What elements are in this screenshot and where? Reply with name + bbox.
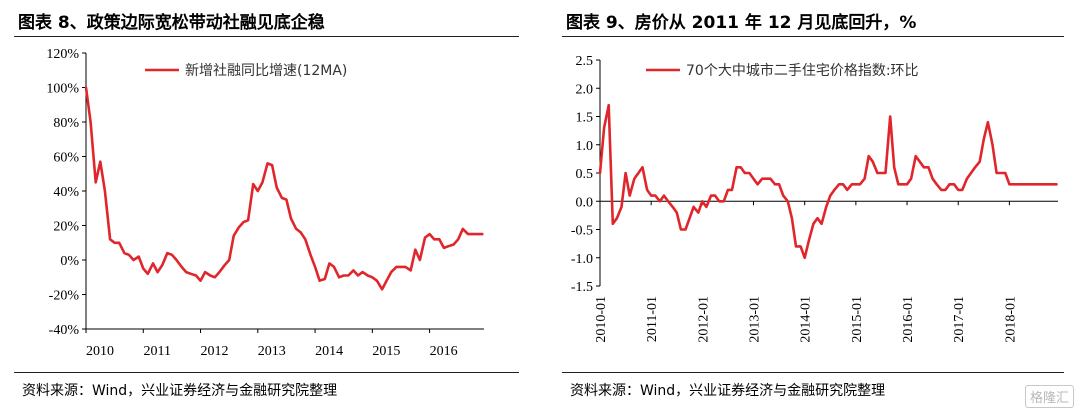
x-tick-label: 2012-01 <box>696 296 711 343</box>
y-tick-label: 80% <box>53 116 79 131</box>
x-tick-label: 2015-01 <box>850 296 865 343</box>
x-tick-label: 2016-01 <box>901 296 916 343</box>
y-tick-label: 100% <box>46 82 79 97</box>
legend-label: 新增社融同比增速(12MA) <box>185 63 347 79</box>
legend-label: 70个大中城市二手住宅价格指数:环比 <box>686 62 919 79</box>
left-chart-panel: 图表 8、政策边际宽松带动社融见底企稳 120% 100% 80% 60% 40% 20%… <box>0 0 530 412</box>
y-tick-label: 1.0 <box>576 139 594 154</box>
y-tick-label: 2.0 <box>576 82 594 97</box>
y-tick-label: 1.5 <box>576 111 594 126</box>
x-tick-label: 2010 <box>86 344 114 359</box>
title-rule <box>14 36 519 37</box>
source-note: 资料来源：Wind，兴业证券经济与金融研究院整理 <box>22 383 338 399</box>
source-rule <box>562 372 1064 373</box>
watermark-logo: 格隆汇 <box>1024 385 1074 408</box>
y-tick-label: 0.5 <box>576 167 594 182</box>
x-tick-label: 2014 <box>315 344 343 359</box>
source-rule <box>14 372 519 373</box>
y-tick-label: -20% <box>49 289 80 304</box>
title-rule <box>562 36 1064 37</box>
y-tick-label: 20% <box>53 220 79 235</box>
y-tick-label: 2.5 <box>576 54 594 69</box>
y-tick-label: 40% <box>53 185 79 200</box>
x-tick-label: 2011-01 <box>645 296 660 342</box>
series-line <box>598 103 1058 260</box>
chart-title: 图表 8、政策边际宽松带动社融见底企稳 <box>18 13 325 33</box>
left-chart-svg: 120% 100% 80% 60% 40% 20% 0% -20% -40% 2010 2011 20… <box>46 47 484 359</box>
x-tick-label: 2014-01 <box>799 296 814 343</box>
x-tick-label: 2018-01 <box>1003 296 1018 343</box>
right-chart-svg: 2.5 2.0 1.5 1.0 0.5 0.0 -0.5 -1.0 -1.5 70个大中城市二手住… <box>571 54 1058 343</box>
x-tick-label: 2017-01 <box>952 296 967 343</box>
x-tick-label: 2013 <box>258 344 286 359</box>
x-tick-label: 2010-01 <box>594 296 609 343</box>
y-tick-label: -1.0 <box>571 252 593 267</box>
chart-title: 图表 9、房价从 2011 年 12 月见底回升，% <box>566 13 917 33</box>
x-tick-label: 2011 <box>144 344 171 359</box>
source-note: 资料来源：Wind，兴业证券经济与金融研究院整理 <box>570 383 886 399</box>
y-tick-label: 60% <box>53 151 79 166</box>
x-tick-label: 2016 <box>430 344 458 359</box>
y-tick-label: -1.5 <box>571 280 593 295</box>
series-line <box>84 86 484 291</box>
y-tick-label: 0.0 <box>576 195 594 210</box>
y-tick-label: -0.5 <box>571 224 593 239</box>
y-tick-label: 120% <box>46 47 79 62</box>
x-tick-label: 2015 <box>372 344 400 359</box>
right-chart-panel: 图表 9、房价从 2011 年 12 月见底回升，% 2.5 2.0 1.5 1.0 0… <box>548 0 1080 412</box>
x-tick-label: 2012 <box>201 344 229 359</box>
y-tick-label: -40% <box>49 323 80 338</box>
x-tick-label: 2013-01 <box>748 296 763 343</box>
y-tick-label: 0% <box>60 254 79 269</box>
